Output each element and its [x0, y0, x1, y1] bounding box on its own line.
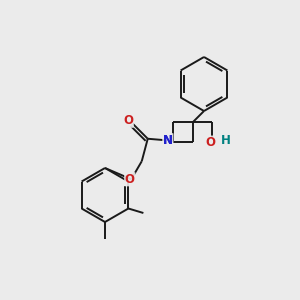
Text: O: O	[125, 173, 135, 186]
Text: N: N	[163, 134, 173, 147]
Text: N: N	[163, 134, 173, 147]
Text: O: O	[123, 114, 133, 127]
Text: H: H	[221, 134, 231, 147]
Text: N: N	[163, 134, 173, 147]
Text: O: O	[206, 136, 216, 149]
